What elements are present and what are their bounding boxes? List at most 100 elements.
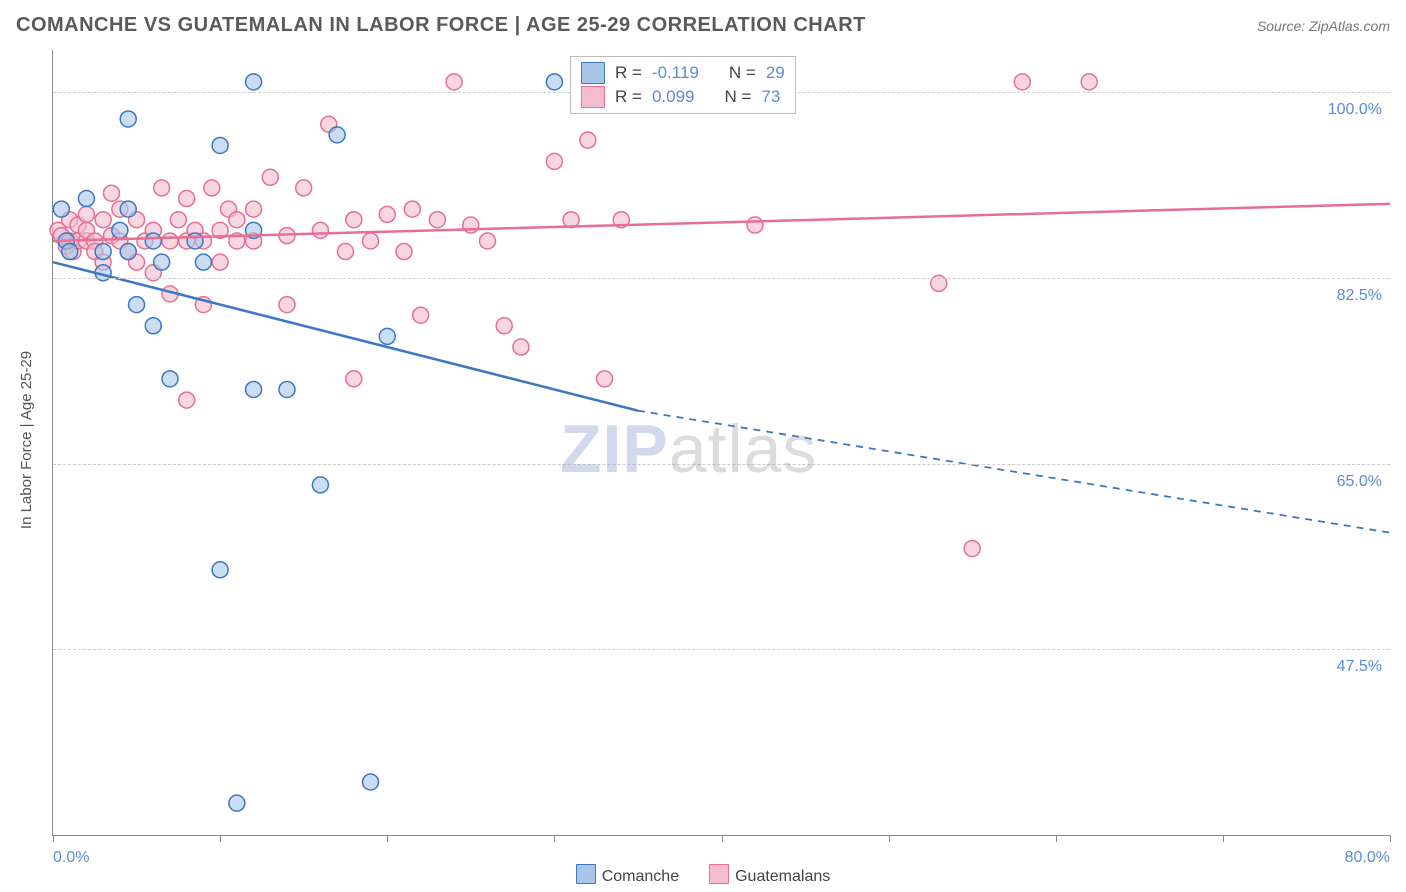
scatter-point-guatemalans [179, 191, 195, 207]
grid-line [53, 649, 1390, 650]
y-tick-label: 47.5% [1337, 658, 1382, 676]
scatter-point-guatemalans [597, 371, 613, 387]
scatter-point-guatemalans [179, 392, 195, 408]
y-axis-title: In Labor Force | Age 25-29 [18, 351, 35, 529]
scatter-point-guatemalans [246, 201, 262, 217]
scatter-point-comanche [53, 201, 69, 217]
y-tick-label: 82.5% [1337, 287, 1382, 305]
n-value-comanche: 29 [766, 63, 785, 83]
scatter-point-guatemalans [404, 201, 420, 217]
n-value-guatemalans: 73 [761, 87, 780, 107]
scatter-point-comanche [212, 562, 228, 578]
scatter-point-guatemalans [396, 244, 412, 260]
scatter-point-guatemalans [346, 371, 362, 387]
scatter-point-guatemalans [204, 180, 220, 196]
scatter-point-guatemalans [513, 339, 529, 355]
scatter-point-guatemalans [103, 185, 119, 201]
legend-row-guatemalans: R = 0.099 N = 73 [581, 85, 785, 109]
swatch-icon [576, 864, 596, 884]
grid-line [53, 464, 1390, 465]
scatter-point-comanche [187, 233, 203, 249]
x-tick [1390, 835, 1391, 842]
title-bar: COMANCHE VS GUATEMALAN IN LABOR FORCE | … [16, 14, 1390, 37]
legend-label-comanche: Comanche [602, 868, 679, 885]
trend-line-comanche [53, 262, 638, 411]
legend-row-comanche: R = -0.119 N = 29 [581, 61, 785, 85]
scatter-point-comanche [120, 111, 136, 127]
trend-line-extrapolated-comanche [638, 411, 1390, 533]
scatter-point-guatemalans [964, 541, 980, 557]
x-tick [220, 835, 221, 842]
x-label-left: 0.0% [53, 849, 89, 867]
r-label: R = [615, 87, 642, 107]
swatch-comanche [581, 62, 605, 84]
scatter-point-guatemalans [429, 212, 445, 228]
scatter-point-guatemalans [747, 217, 763, 233]
scatter-point-guatemalans [480, 233, 496, 249]
scatter-point-comanche [145, 318, 161, 334]
r-value-comanche: -0.119 [652, 63, 699, 83]
scatter-point-guatemalans [212, 254, 228, 270]
scatter-point-comanche [112, 222, 128, 238]
scatter-point-guatemalans [296, 180, 312, 196]
x-tick [53, 835, 54, 842]
scatter-point-comanche [246, 74, 262, 90]
scatter-point-guatemalans [312, 222, 328, 238]
scatter-point-comanche [329, 127, 345, 143]
scatter-point-comanche [379, 328, 395, 344]
scatter-point-guatemalans [496, 318, 512, 334]
scatter-point-comanche [229, 795, 245, 811]
scatter-point-guatemalans [363, 233, 379, 249]
scatter-point-guatemalans [337, 244, 353, 260]
source-prefix: Source: [1257, 18, 1309, 34]
n-label: N = [729, 63, 756, 83]
legend-label-guatemalans: Guatemalans [735, 868, 830, 885]
scatter-point-comanche [312, 477, 328, 493]
scatter-point-guatemalans [413, 307, 429, 323]
scatter-point-guatemalans [1014, 74, 1030, 90]
scatter-point-guatemalans [580, 132, 596, 148]
scatter-point-guatemalans [95, 212, 111, 228]
scatter-point-comanche [145, 233, 161, 249]
source-name: ZipAtlas.com [1309, 18, 1390, 34]
n-label: N = [724, 87, 751, 107]
x-tick [722, 835, 723, 842]
bottom-legend: Comanche Guatemalans [0, 864, 1406, 886]
x-tick [1056, 835, 1057, 842]
bottom-legend-guatemalans: Guatemalans [709, 864, 830, 886]
scatter-point-guatemalans [78, 206, 94, 222]
scatter-point-comanche [120, 201, 136, 217]
r-value-guatemalans: 0.099 [652, 87, 695, 107]
y-tick-label: 65.0% [1337, 473, 1382, 491]
plot-svg [53, 50, 1390, 835]
correlation-legend: R = -0.119 N = 29 R = 0.099 N = 73 [570, 56, 796, 114]
scatter-point-guatemalans [279, 297, 295, 313]
scatter-point-comanche [154, 254, 170, 270]
bottom-legend-comanche: Comanche [576, 864, 679, 886]
x-label-right: 80.0% [1345, 849, 1390, 867]
scatter-point-guatemalans [446, 74, 462, 90]
scatter-point-comanche [95, 244, 111, 260]
scatter-point-comanche [120, 244, 136, 260]
scatter-point-guatemalans [346, 212, 362, 228]
scatter-point-guatemalans [379, 206, 395, 222]
scatter-point-guatemalans [262, 169, 278, 185]
scatter-point-guatemalans [162, 233, 178, 249]
scatter-point-comanche [195, 254, 211, 270]
x-tick [387, 835, 388, 842]
swatch-icon [709, 864, 729, 884]
x-tick [889, 835, 890, 842]
scatter-point-comanche [78, 191, 94, 207]
scatter-point-comanche [212, 137, 228, 153]
scatter-point-guatemalans [229, 212, 245, 228]
grid-line [53, 278, 1390, 279]
scatter-point-comanche [363, 774, 379, 790]
scatter-point-guatemalans [546, 153, 562, 169]
scatter-plot-area: 47.5%65.0%82.5%100.0%0.0%80.0% [52, 50, 1390, 836]
scatter-point-guatemalans [170, 212, 186, 228]
scatter-point-comanche [162, 371, 178, 387]
scatter-point-comanche [246, 381, 262, 397]
source-citation: Source: ZipAtlas.com [1257, 18, 1390, 34]
x-tick [554, 835, 555, 842]
scatter-point-guatemalans [154, 180, 170, 196]
